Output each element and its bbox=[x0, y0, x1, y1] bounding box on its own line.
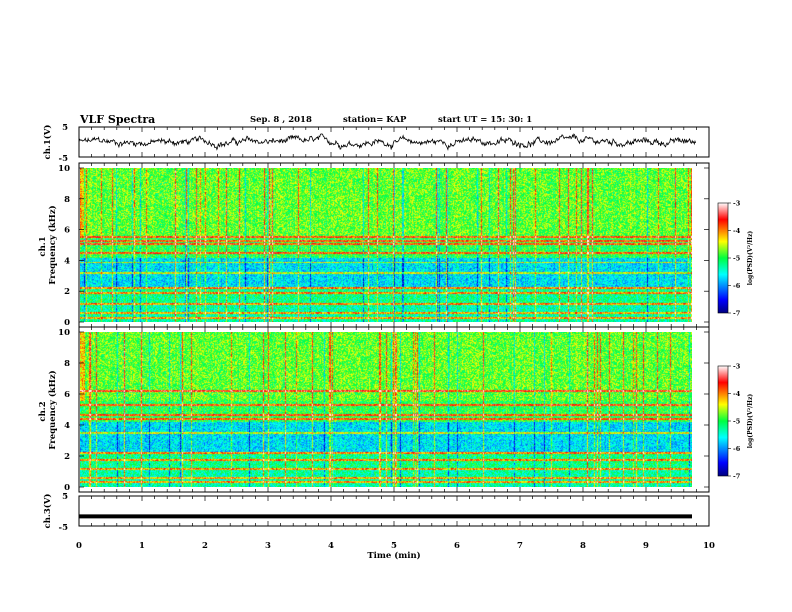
frequency-ticklabel: 2 bbox=[64, 452, 70, 462]
ch1-waveform-line bbox=[78, 133, 697, 151]
x-ticklabel: 7 bbox=[517, 541, 523, 551]
time-axis-ticklabels: 0 1 2 3 4 5 6 7 8 9 10 bbox=[76, 541, 715, 551]
ch1-colorbar-ticks: -3 -4 -5 -6 -7 bbox=[728, 200, 741, 318]
colorbar-ticklabel: -7 bbox=[733, 310, 740, 318]
ch2-ylabel-channel: ch.2 bbox=[38, 401, 48, 421]
ch1-frequency-ticklabels: 0 2 4 6 8 10 bbox=[58, 164, 709, 328]
ch3-ytick-bottom: -5 bbox=[59, 523, 69, 533]
start-time-label: start UT = 15: 30: 1 bbox=[438, 115, 532, 125]
frequency-ticklabel: 0 bbox=[64, 483, 70, 493]
station-label: station= KAP bbox=[343, 115, 407, 125]
ch2-colorbar bbox=[717, 365, 729, 477]
frequency-ticklabel: 10 bbox=[58, 328, 70, 338]
ch2-spectrogram-image bbox=[80, 332, 692, 487]
frequency-ticklabel: 6 bbox=[64, 226, 70, 236]
x-ticklabel: 6 bbox=[454, 541, 460, 551]
ch3-waveform-panel: 5 -5 ch.3(V) bbox=[42, 492, 710, 533]
ch3-ytick-top: 5 bbox=[62, 492, 68, 502]
date-label: Sep. 8 , 2018 bbox=[250, 115, 312, 125]
ch1-waveform-ylabel: ch.1(V) bbox=[42, 125, 53, 160]
x-ticklabel: 8 bbox=[580, 541, 586, 551]
colorbar-ticklabel: -6 bbox=[733, 282, 741, 290]
time-axis-label: Time (min) bbox=[367, 550, 420, 561]
x-ticklabel: 3 bbox=[265, 541, 271, 551]
ch2-colorbar-ticks: -3 -4 -5 -6 -7 bbox=[728, 363, 741, 481]
ch1-colorbar bbox=[717, 202, 729, 314]
ch1-colorbar-label: log(PSD)(V²/Hz) bbox=[747, 231, 754, 286]
ch3-waveform-ylabel: ch.3(V) bbox=[42, 494, 53, 529]
frequency-ticklabel: 4 bbox=[64, 421, 70, 431]
ch1-spectrogram-ylabel: ch.1 Frequency (kHz) bbox=[38, 205, 58, 284]
x-ticklabel: 1 bbox=[139, 541, 145, 551]
x-ticklabel: 4 bbox=[328, 541, 334, 551]
x-ticklabel: 0 bbox=[76, 541, 82, 551]
colorbar-ticklabel: -6 bbox=[733, 445, 741, 453]
frequency-ticklabel: 6 bbox=[64, 390, 70, 400]
ch2-ylabel-frequency: Frequency (kHz) bbox=[47, 370, 58, 449]
colorbar-ticklabel: -7 bbox=[733, 473, 740, 481]
frequency-ticklabel: 8 bbox=[64, 195, 70, 205]
ch3-waveform-ticks bbox=[78, 496, 710, 526]
x-ticklabel: 2 bbox=[202, 541, 208, 551]
x-ticklabel: 5 bbox=[391, 541, 397, 551]
colorbar-ticklabel: -4 bbox=[733, 227, 741, 235]
colorbar-ticklabel: -3 bbox=[733, 200, 741, 208]
colorbar-ticklabel: -4 bbox=[733, 390, 741, 398]
ch1-ytick-top: 5 bbox=[62, 123, 68, 133]
ch1-ylabel-channel: ch.1 bbox=[38, 236, 48, 256]
ch2-colorbar-label: log(PSD)(V²/Hz) bbox=[747, 394, 754, 449]
ch1-ytick-bottom: -5 bbox=[59, 154, 69, 164]
figure-title: VLF Spectra bbox=[79, 113, 155, 126]
frequency-ticklabel: 2 bbox=[64, 287, 70, 297]
ch1-waveform-ticks bbox=[78, 127, 710, 157]
frequency-ticklabel: 4 bbox=[64, 256, 70, 266]
frequency-ticklabel: 0 bbox=[64, 318, 70, 328]
colorbar-ticklabel: -5 bbox=[733, 418, 741, 426]
ch1-ylabel-frequency: Frequency (kHz) bbox=[47, 205, 58, 284]
x-ticklabel: 9 bbox=[643, 541, 649, 551]
colorbar-ticklabel: -5 bbox=[733, 255, 741, 263]
ch1-waveform-panel: 5 -5 ch.1(V) bbox=[42, 123, 710, 164]
ch1-spectrogram-image bbox=[80, 168, 692, 322]
ch2-frequency-ticklabels: 0 2 4 6 8 10 bbox=[58, 328, 709, 493]
ch2-spectrogram-ylabel: ch.2 Frequency (kHz) bbox=[38, 370, 58, 449]
x-ticklabel: 10 bbox=[703, 541, 715, 551]
colorbar-ticklabel: -3 bbox=[733, 363, 741, 371]
frequency-ticklabel: 8 bbox=[64, 359, 70, 369]
frequency-ticklabel: 10 bbox=[58, 164, 70, 174]
ch2-spectrogram-ticks bbox=[78, 327, 710, 492]
